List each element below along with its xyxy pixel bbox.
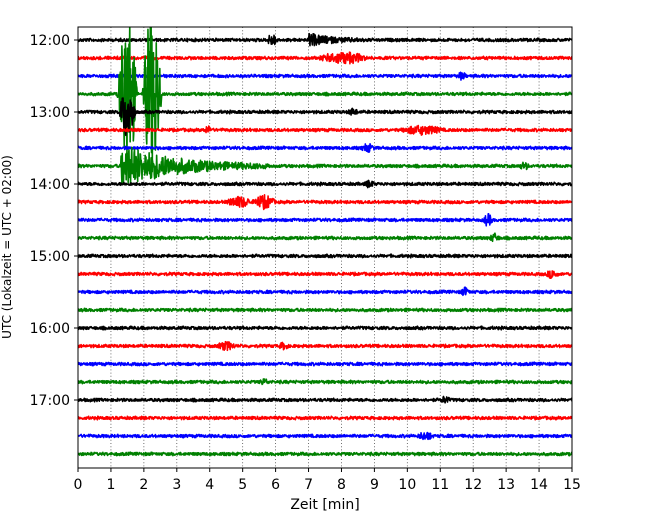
trace-1245 bbox=[78, 27, 572, 173]
trace-series bbox=[78, 27, 572, 457]
x-tick-label: 11 bbox=[431, 477, 449, 493]
x-tick-label: 4 bbox=[205, 477, 214, 493]
x-tick-label: 12 bbox=[464, 477, 482, 493]
trace-1730 bbox=[78, 431, 572, 441]
trace-1600 bbox=[78, 325, 572, 331]
trace-1330 bbox=[78, 143, 572, 153]
trace-1445 bbox=[78, 232, 572, 243]
trace-1715 bbox=[78, 415, 572, 421]
trace-1500 bbox=[78, 253, 572, 259]
trace-1615 bbox=[78, 340, 572, 352]
trace-1515 bbox=[78, 270, 572, 280]
x-tick-label: 0 bbox=[74, 477, 83, 493]
plot-frame bbox=[77, 26, 573, 469]
x-tick-label: 7 bbox=[304, 477, 313, 493]
x-tick-label: 5 bbox=[238, 477, 247, 493]
trace-1630 bbox=[78, 361, 572, 367]
x-tick-label: 2 bbox=[139, 477, 148, 493]
y-tick-label: 17:00 bbox=[30, 393, 70, 409]
trace-1700 bbox=[78, 395, 572, 404]
trace-1745 bbox=[78, 451, 572, 457]
y-tick-label: 14:00 bbox=[30, 177, 70, 193]
trace-1315 bbox=[78, 124, 572, 136]
x-tick-label: 9 bbox=[370, 477, 379, 493]
x-tick-label: 15 bbox=[563, 477, 581, 493]
y-axis-label: UTC (Lokalzeit = UTC + 02:00) bbox=[0, 155, 14, 339]
y-tick-label: 16:00 bbox=[30, 321, 70, 337]
trace-1530 bbox=[78, 286, 572, 297]
x-tick-label: 3 bbox=[172, 477, 181, 493]
x-tick-label: 14 bbox=[530, 477, 548, 493]
trace-1215 bbox=[78, 51, 572, 65]
trace-1300 bbox=[78, 97, 572, 137]
x-axis-label: Zeit [min] bbox=[290, 497, 359, 513]
trace-1415 bbox=[78, 193, 572, 211]
y-tick-label: 15:00 bbox=[30, 249, 70, 265]
y-tick-label: 12:00 bbox=[30, 33, 70, 49]
trace-1200 bbox=[78, 32, 572, 47]
x-tick-label: 8 bbox=[337, 477, 346, 493]
x-tick-label: 1 bbox=[106, 477, 115, 493]
trace-1545 bbox=[78, 307, 572, 313]
trace-1430 bbox=[78, 212, 572, 227]
trace-1345 bbox=[78, 146, 572, 185]
x-tick-label: 6 bbox=[271, 477, 280, 493]
x-tick-label: 10 bbox=[398, 477, 416, 493]
axes: 0 1 2 3 4 5 6 7 8 9 10 11 12 13 14 1512:0013:0014:0015:… bbox=[30, 26, 581, 493]
trace-1400 bbox=[78, 179, 572, 189]
x-tick-label: 13 bbox=[497, 477, 515, 493]
y-tick-label: 13:00 bbox=[30, 105, 70, 121]
trace-1645 bbox=[78, 378, 572, 386]
